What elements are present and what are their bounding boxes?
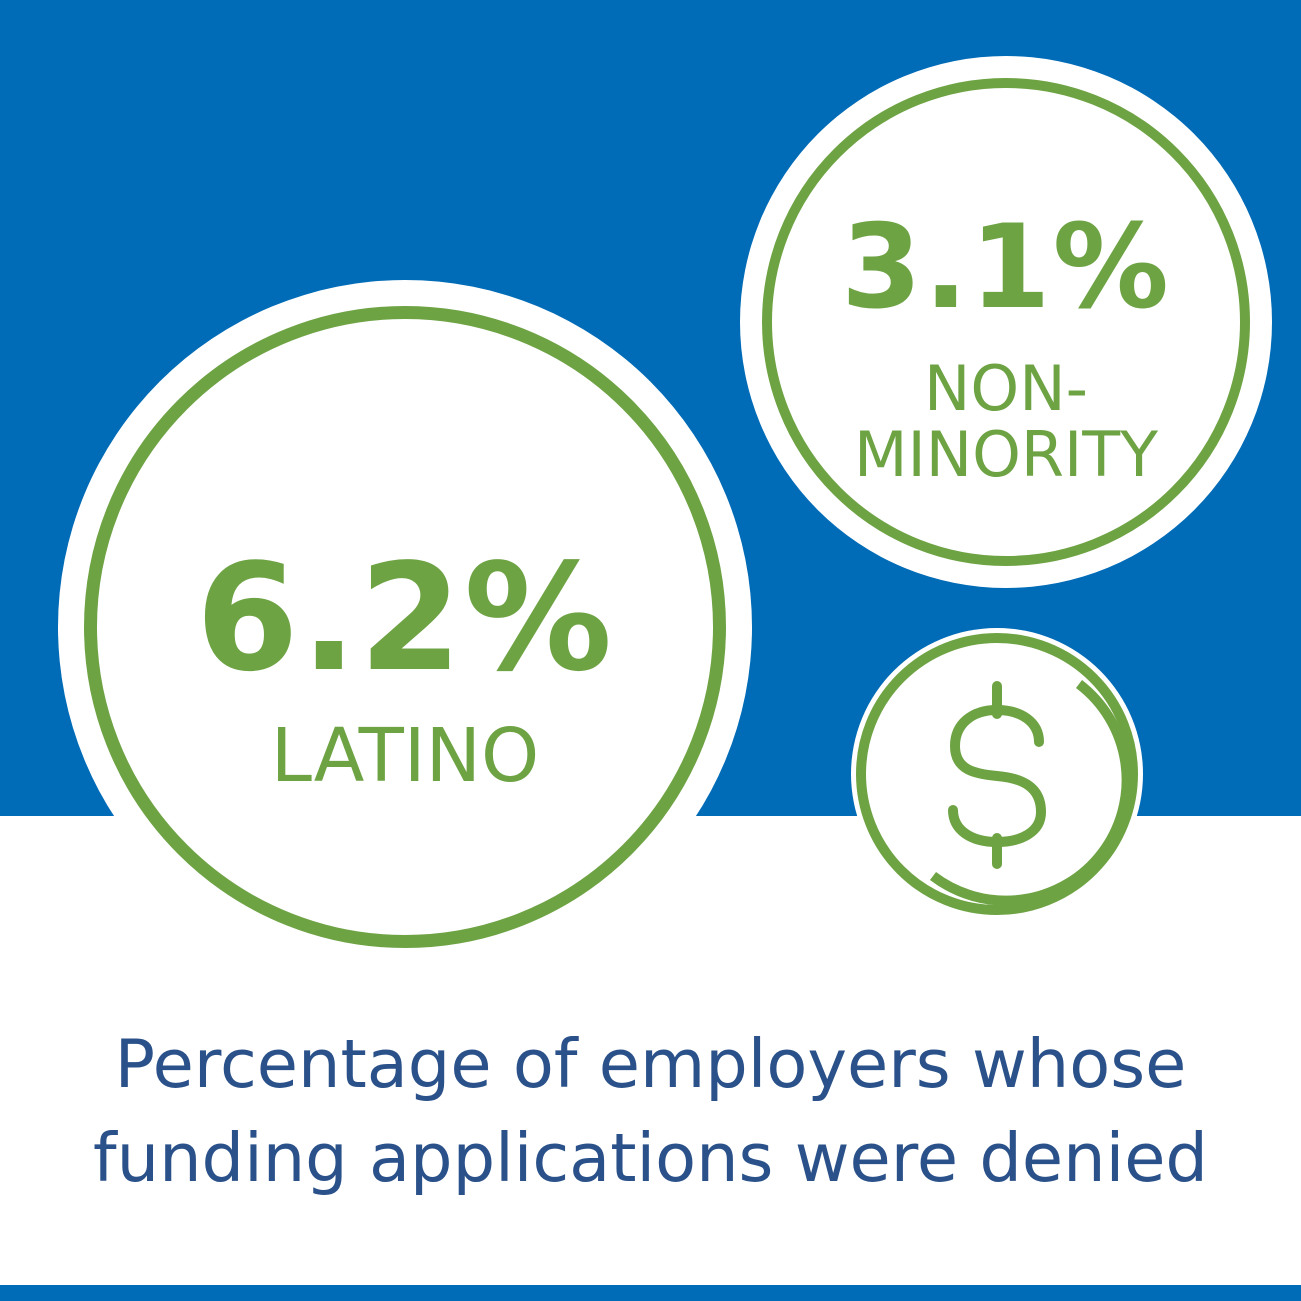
non-minority-label-line-1: NON-	[924, 352, 1088, 425]
caption: Percentage of employers whose funding ap…	[0, 1018, 1301, 1206]
non-minority-label-line-2: MINORITY	[853, 418, 1159, 492]
coin-outer-ring	[856, 633, 1138, 915]
non-minority-label: NON- MINORITY	[772, 352, 1240, 492]
latino-stat-ring: 6.2% LATINO	[84, 306, 726, 948]
dollar-sign-icon	[948, 681, 1047, 869]
non-minority-percentage: 3.1%	[841, 200, 1171, 335]
bottom-stripe	[0, 1285, 1301, 1301]
latino-label: LATINO	[270, 713, 540, 799]
caption-line-1: Percentage of employers whose	[114, 1025, 1187, 1103]
non-minority-stat-ring: 3.1% NON- MINORITY	[762, 78, 1250, 566]
caption-line-2: funding applications were denied	[93, 1118, 1208, 1197]
latino-percentage: 6.2%	[195, 532, 615, 704]
latino-stat-bubble: 6.2% LATINO	[58, 280, 752, 974]
dollar-coin-icon	[851, 628, 1143, 920]
non-minority-stat-bubble: 3.1% NON- MINORITY	[740, 56, 1272, 588]
coin-inner-ring	[929, 680, 1132, 906]
